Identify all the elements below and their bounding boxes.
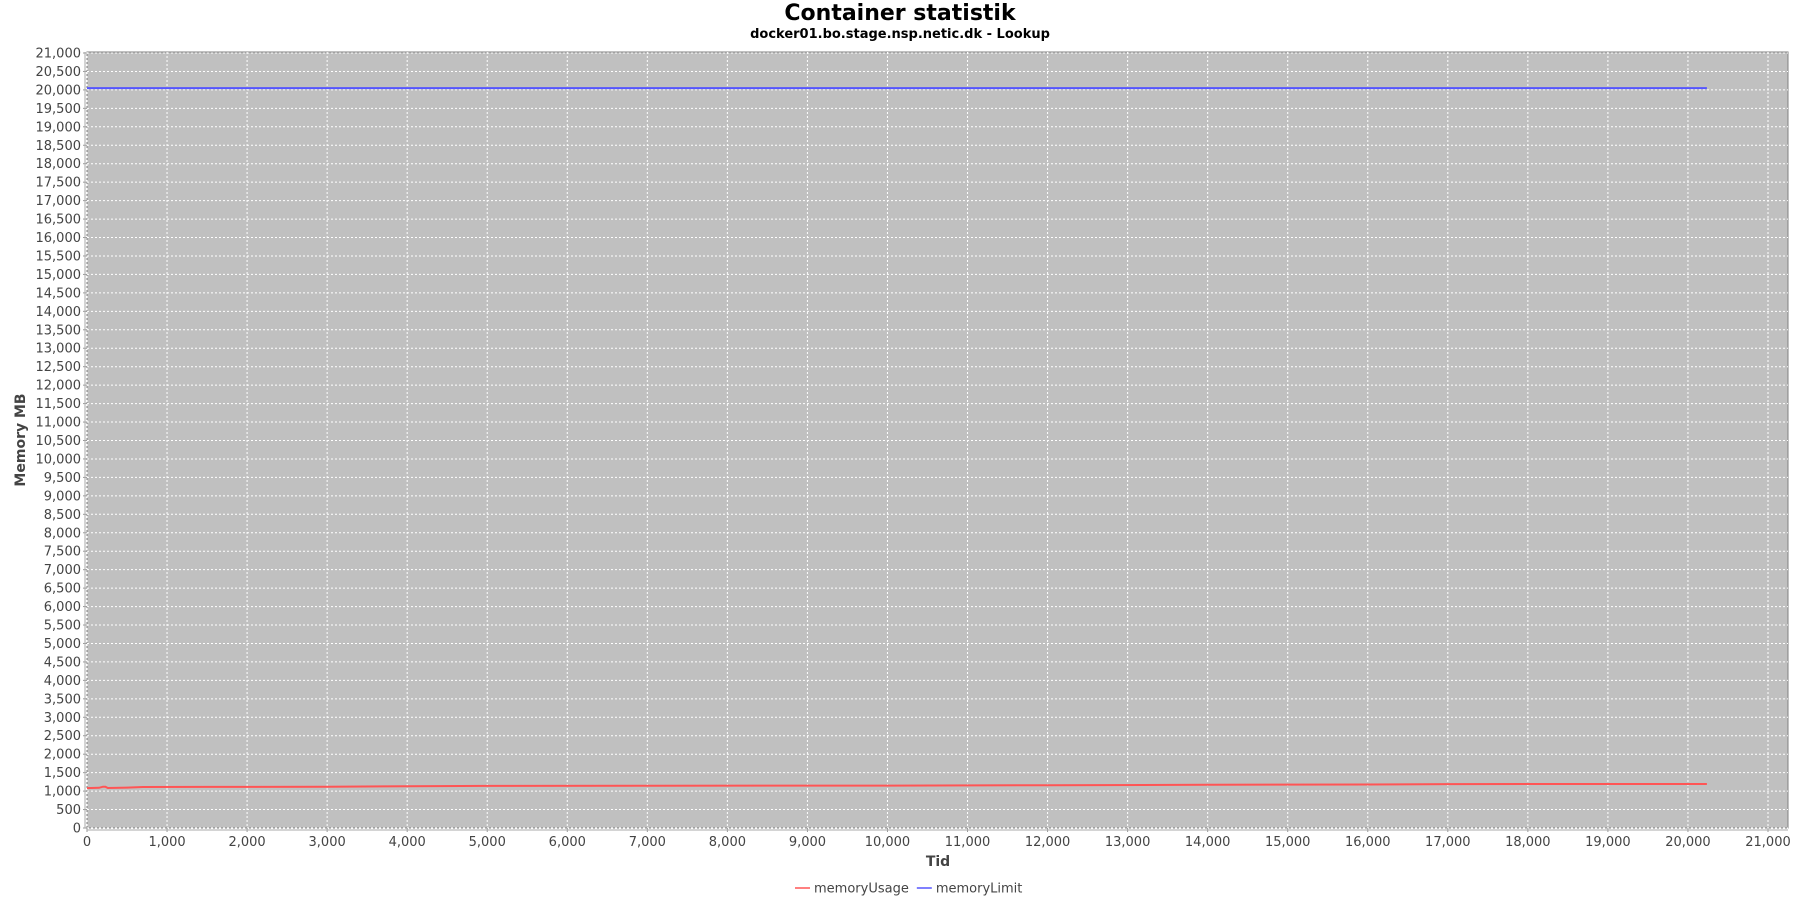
- y-tick-label: 0: [73, 822, 81, 837]
- y-tick-label: 19,500: [36, 102, 82, 117]
- y-tick-label: 11,000: [36, 416, 82, 431]
- y-tick-label: 11,500: [36, 397, 82, 412]
- x-tick-label: 17,000: [1425, 835, 1471, 850]
- x-tick-label: 12,000: [1025, 835, 1071, 850]
- x-tick-label: 15,000: [1265, 835, 1311, 850]
- y-tick-label: 20,000: [36, 83, 82, 98]
- y-tick-label: 14,000: [36, 305, 82, 320]
- x-tick-label: 20,000: [1665, 835, 1711, 850]
- y-tick-label: 10,500: [36, 434, 82, 449]
- y-tick-label: 1,500: [44, 766, 81, 781]
- axis-ticks: 0 500 1,000 1,500 2,000 2,500 3,000 3,500 4,000 4…: [36, 47, 1791, 851]
- y-tick-label: 4,000: [44, 674, 81, 689]
- y-tick-label: 5,000: [44, 637, 81, 652]
- x-tick-label: 21,000: [1745, 835, 1791, 850]
- x-tick-label: 1,000: [148, 835, 185, 850]
- y-tick-label: 7,000: [44, 563, 81, 578]
- y-tick-label: 18,000: [36, 157, 82, 172]
- x-tick-label: 7,000: [629, 835, 666, 850]
- y-tick-label: 12,000: [36, 379, 82, 394]
- x-tick-label: 0: [83, 835, 91, 850]
- y-tick-label: 12,500: [36, 360, 82, 375]
- x-tick-label: 11,000: [945, 835, 991, 850]
- x-tick-label: 2,000: [228, 835, 265, 850]
- y-tick-label: 15,500: [36, 249, 82, 264]
- y-tick-label: 2,000: [44, 748, 81, 763]
- y-tick-label: 8,500: [44, 508, 81, 523]
- y-tick-label: 4,500: [44, 655, 81, 670]
- series-lines: [86, 87, 1707, 790]
- x-tick-label: 16,000: [1345, 835, 1391, 850]
- y-axis-label: Memory MB: [13, 393, 29, 486]
- x-tick-label: 10,000: [865, 835, 911, 850]
- legend: memoryUsage memoryLimit: [795, 882, 1022, 897]
- x-tick-label: 3,000: [309, 835, 346, 850]
- y-tick-label: 17,000: [36, 194, 82, 209]
- y-tick-label: 13,500: [36, 323, 82, 338]
- x-tick-label: 14,000: [1185, 835, 1231, 850]
- y-tick-label: 9,500: [44, 471, 81, 486]
- chart-subtitle: docker01.bo.stage.nsp.netic.dk - Lookup: [750, 27, 1050, 42]
- legend-label-memoryUsage: memoryUsage: [814, 882, 909, 897]
- y-tick-label: 3,500: [44, 692, 81, 707]
- y-tick-label: 3,000: [44, 711, 81, 726]
- x-tick-label: 4,000: [389, 835, 426, 850]
- x-tick-label: 5,000: [469, 835, 506, 850]
- y-tick-label: 21,000: [36, 47, 82, 62]
- legend-label-memoryLimit: memoryLimit: [936, 882, 1023, 897]
- y-tick-label: 8,000: [44, 526, 81, 541]
- x-tick-label: 9,000: [789, 835, 826, 850]
- y-tick-label: 6,500: [44, 582, 81, 597]
- y-tick-label: 16,000: [36, 231, 82, 246]
- x-tick-label: 8,000: [709, 835, 746, 850]
- y-tick-label: 14,500: [36, 286, 82, 301]
- y-tick-label: 7,500: [44, 545, 81, 560]
- x-axis-label: Tid: [926, 854, 950, 870]
- series-line-memoryUsage: [86, 783, 1707, 790]
- y-tick-label: 18,500: [36, 139, 82, 154]
- y-tick-label: 20,500: [36, 65, 82, 80]
- y-tick-label: 19,000: [36, 120, 82, 135]
- y-tick-label: 13,000: [36, 342, 82, 357]
- y-tick-label: 6,000: [44, 600, 81, 615]
- y-tick-label: 10,000: [36, 452, 82, 467]
- y-tick-label: 17,500: [36, 176, 82, 191]
- y-tick-label: 1,000: [44, 785, 81, 800]
- x-tick-label: 13,000: [1105, 835, 1151, 850]
- y-tick-label: 9,000: [44, 489, 81, 504]
- chart-title: Container statistik: [784, 1, 1017, 26]
- y-tick-label: 500: [56, 803, 81, 818]
- y-tick-label: 2,500: [44, 729, 81, 744]
- x-tick-label: 18,000: [1505, 835, 1551, 850]
- y-tick-label: 5,500: [44, 619, 81, 634]
- y-tick-label: 16,500: [36, 213, 82, 228]
- grid: [86, 52, 1788, 829]
- x-tick-label: 6,000: [549, 835, 586, 850]
- x-tick-label: 19,000: [1585, 835, 1631, 850]
- y-tick-label: 15,000: [36, 268, 82, 283]
